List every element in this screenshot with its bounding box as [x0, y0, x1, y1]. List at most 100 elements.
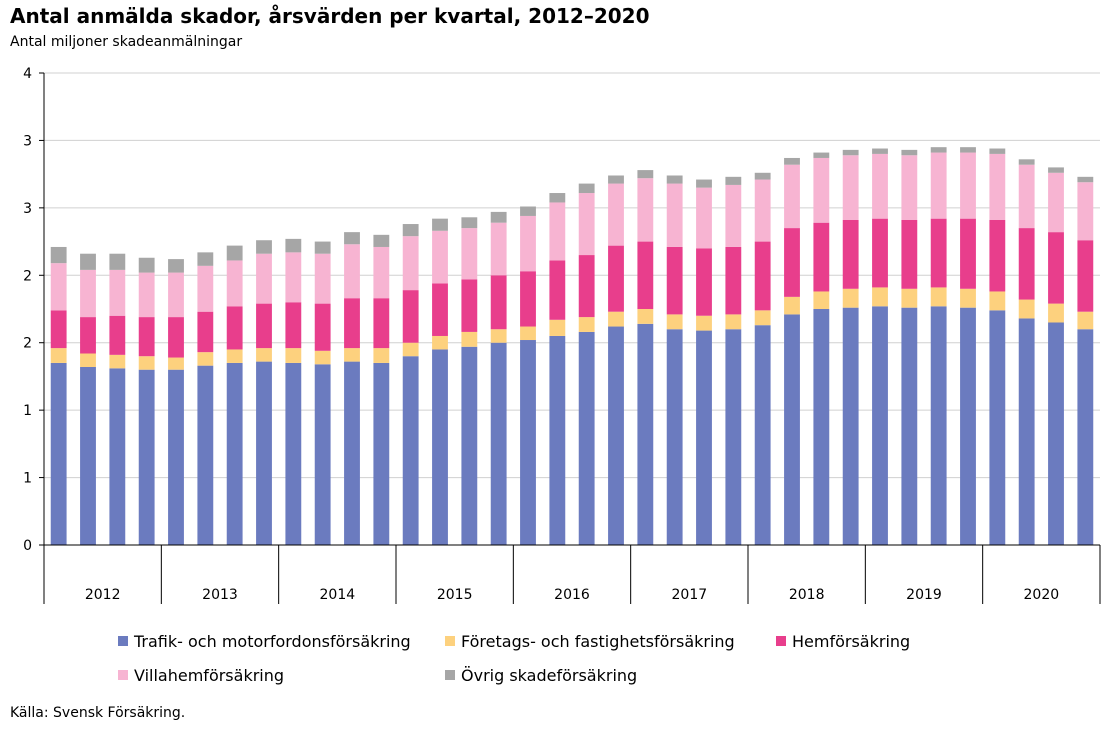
bar-segment-3	[1077, 182, 1094, 241]
bar-segment-2	[138, 317, 155, 357]
bar-segment-3	[402, 236, 419, 291]
bar-segment-4	[872, 148, 888, 154]
year-label: 2014	[320, 587, 356, 603]
bar-segment-2	[461, 279, 478, 332]
bar-segment-1	[549, 319, 566, 336]
bar-stack	[872, 148, 888, 545]
bar-stack	[80, 253, 96, 545]
year-label: 2015	[437, 587, 473, 603]
bar-stack	[842, 149, 859, 545]
bar-segment-0	[168, 369, 184, 545]
bar-segment-0	[314, 364, 331, 545]
bar-segment-3	[80, 269, 96, 318]
bar-segment-2	[901, 219, 918, 289]
bar-segment-1	[930, 287, 947, 307]
bar-stack	[578, 183, 595, 545]
bar-stack	[373, 234, 390, 545]
bar-segment-0	[373, 362, 390, 545]
bar-segment-2	[490, 275, 507, 330]
bar-segment-0	[725, 329, 742, 545]
bar-segment-4	[344, 232, 360, 245]
legend-swatch	[118, 670, 128, 680]
bar-segment-3	[725, 184, 742, 247]
bar-segment-4	[138, 257, 155, 273]
bar-segment-1	[637, 309, 654, 324]
y-tick-label: 1	[23, 471, 32, 487]
bar-segment-2	[813, 222, 830, 292]
bar-segment-3	[813, 157, 830, 223]
bar-segment-3	[1048, 172, 1064, 233]
bar-segment-4	[50, 246, 67, 264]
bar-stack	[1077, 176, 1094, 545]
year-label: 2012	[85, 587, 121, 603]
bar-segment-4	[696, 179, 712, 188]
bar-stack	[314, 241, 331, 545]
bar-stack	[432, 218, 448, 545]
legend-swatch	[445, 670, 455, 680]
bar-segment-3	[256, 253, 272, 304]
bar-stack	[138, 257, 155, 545]
bar-segment-3	[872, 153, 888, 219]
bar-segment-3	[138, 272, 155, 318]
bar-segment-4	[754, 172, 771, 180]
bar-segment-1	[1048, 303, 1064, 323]
bar-stack	[1048, 167, 1064, 545]
legend-label: Villahemförsäkring	[134, 666, 284, 685]
bar-segment-3	[344, 244, 360, 299]
bar-segment-1	[256, 348, 272, 362]
legend-label: Trafik- och motorfordonsförsäkring	[133, 632, 411, 651]
bar-stack	[461, 217, 478, 545]
bar-segment-1	[696, 315, 712, 331]
bar-segment-3	[168, 272, 184, 318]
bar-segment-2	[402, 290, 419, 343]
bar-segment-2	[960, 218, 976, 289]
bar-segment-1	[1018, 299, 1035, 319]
bar-segment-0	[109, 368, 126, 545]
bar-segment-1	[754, 310, 771, 326]
bar-segment-0	[960, 307, 976, 545]
bar-stack	[549, 193, 566, 545]
bar-segment-0	[637, 323, 654, 545]
bar-segment-4	[256, 240, 272, 254]
bar-segment-2	[285, 302, 302, 349]
bar-segment-2	[754, 241, 771, 311]
bar-segment-1	[285, 348, 302, 363]
bar-segment-3	[285, 252, 302, 303]
bar-segment-1	[402, 342, 419, 357]
bar-segment-1	[80, 353, 96, 367]
bar-segment-0	[901, 307, 918, 545]
bar-segment-2	[256, 303, 272, 349]
bar-segment-3	[842, 155, 859, 220]
bar-segment-2	[1018, 228, 1035, 300]
bar-segment-1	[520, 326, 536, 341]
bar-stacks	[50, 147, 1094, 545]
bar-stack	[901, 149, 918, 545]
x-axis: 2012 2013 2014 2015 2016 2017 2018 2019 2020	[43, 73, 1101, 604]
bar-segment-4	[666, 175, 683, 184]
bar-segment-3	[784, 164, 800, 229]
bar-segment-0	[256, 361, 272, 545]
bar-segment-4	[578, 183, 595, 194]
bar-segment-1	[50, 348, 67, 363]
bar-segment-3	[1018, 164, 1035, 229]
bar-segment-4	[842, 149, 859, 156]
bar-segment-4	[109, 253, 126, 270]
legend-label: Hemförsäkring	[792, 632, 910, 651]
bar-segment-2	[696, 248, 712, 316]
bar-segment-2	[637, 241, 654, 309]
bar-stack	[520, 206, 536, 545]
legend-item: Villahemförsäkring	[118, 666, 284, 685]
bar-segment-3	[901, 155, 918, 220]
bar-segment-4	[461, 217, 478, 229]
legend-label: Övrig skadeförsäkring	[461, 666, 637, 685]
bar-segment-0	[989, 310, 1006, 545]
bar-segment-1	[432, 335, 448, 350]
bar-segment-0	[666, 329, 683, 545]
bar-segment-4	[226, 245, 243, 261]
bar-segment-0	[872, 306, 888, 545]
bar-segment-1	[226, 349, 243, 363]
bar-segment-0	[344, 361, 360, 545]
bar-stack	[930, 147, 947, 545]
bar-segment-3	[461, 228, 478, 280]
bar-segment-4	[608, 175, 624, 184]
